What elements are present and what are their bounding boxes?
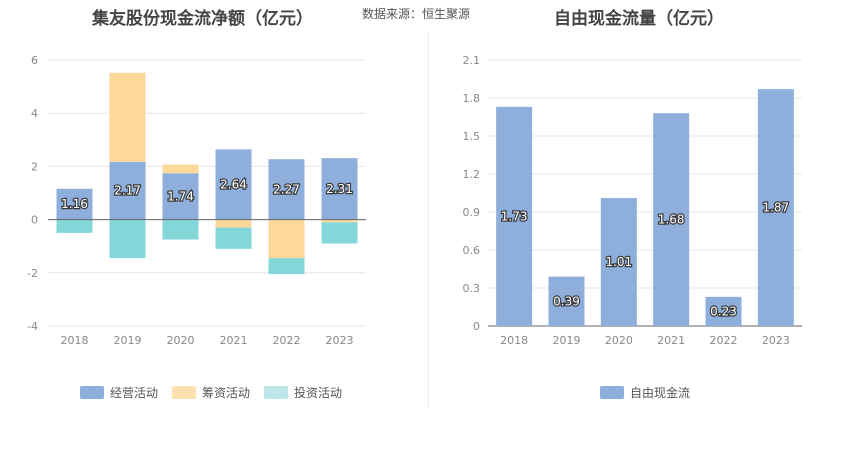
- x-tick-label: 2021: [657, 334, 685, 347]
- x-tick-label: 2020: [167, 334, 195, 347]
- data-label: 2.31: [326, 182, 353, 196]
- y-tick-label: 0: [31, 214, 38, 227]
- y-tick-label: 1.8: [463, 92, 481, 105]
- legend-label-investing: 投资活动: [294, 386, 343, 400]
- legend-item-operating[interactable]: 经营活动: [80, 384, 158, 401]
- bar-segment: [215, 227, 252, 249]
- x-tick-label: 2019: [114, 334, 142, 347]
- bar: [548, 276, 585, 326]
- legend-item-investing[interactable]: 投资活动: [264, 384, 342, 401]
- bar-segment: [162, 173, 199, 220]
- bar-segment: [268, 219, 305, 259]
- y-tick-label: 2.1: [463, 54, 481, 67]
- free-cash-flow-chart: 0 0.3 0.6 0.9 1.2 1.5 1.8 2.1 2018 1.73 2019 0.39 20…: [463, 54, 802, 347]
- bar-segment: [215, 149, 252, 220]
- data-label: 2.17: [114, 184, 141, 198]
- data-label: 1.87: [762, 201, 789, 215]
- bar: [705, 296, 742, 326]
- cash-flow-legend: 经营活动 筹资活动 投资活动: [80, 384, 342, 401]
- bar-segment: [321, 222, 358, 244]
- data-source-label: 数据来源：恒生聚源: [362, 7, 471, 21]
- y-tick-label: 1.2: [463, 168, 481, 181]
- x-tick-label: 2023: [762, 334, 790, 347]
- fcf-legend: 自由现金流: [600, 384, 690, 401]
- bar-segment: [56, 188, 93, 220]
- data-label: 1.68: [658, 213, 685, 227]
- x-tick-label: 2018: [500, 334, 528, 347]
- data-label: 2.27: [273, 182, 300, 196]
- bar-segment: [321, 158, 358, 220]
- y-tick-label: 0.3: [463, 282, 481, 295]
- data-label: 0.39: [553, 294, 580, 308]
- bar-segment: [215, 219, 252, 228]
- x-tick-label: 2020: [605, 334, 633, 347]
- bar-segment: [162, 219, 199, 240]
- legend-label-fcf: 自由现金流: [630, 386, 691, 400]
- legend-swatch-fcf: [600, 386, 624, 399]
- x-tick-label: 2021: [220, 334, 248, 347]
- legend-swatch-financing: [172, 386, 197, 399]
- x-tick-label: 2022: [273, 334, 301, 347]
- data-label: 1.74: [167, 189, 194, 203]
- bar: [496, 106, 533, 326]
- y-tick-label: 2: [31, 160, 38, 173]
- bar-segment: [109, 72, 146, 162]
- data-label: 0.23: [710, 304, 737, 318]
- x-tick-label: 2023: [326, 334, 354, 347]
- y-tick-label: -2: [27, 267, 38, 280]
- x-tick-label: 2019: [553, 334, 581, 347]
- bar-segment: [268, 159, 305, 220]
- legend-item-fcf[interactable]: 自由现金流: [600, 384, 690, 401]
- left-chart-title: 集友股份现金流净额（亿元）: [92, 9, 313, 29]
- y-tick-label: 0.9: [463, 206, 481, 219]
- bar-segment: [56, 219, 93, 233]
- cash-flow-chart: -4 -2 0 2 4 6 2018 2019 2020 2021 2022 2023 1.16 2.17…: [27, 54, 366, 347]
- bar-segment: [162, 164, 199, 174]
- legend-swatch-investing: [264, 386, 289, 399]
- y-tick-label: 6: [31, 54, 38, 67]
- data-label: 1.01: [605, 255, 632, 269]
- bar: [600, 198, 637, 326]
- y-tick-label: 0.6: [463, 244, 481, 257]
- legend-label-financing: 筹资活动: [202, 386, 251, 400]
- bar-segment: [268, 258, 305, 275]
- legend-swatch-operating: [80, 386, 104, 399]
- legend-item-financing[interactable]: 筹资活动: [172, 384, 250, 401]
- bar-segment: [109, 219, 146, 259]
- y-tick-label: 1.5: [463, 130, 481, 143]
- y-tick-label: 0: [473, 320, 480, 333]
- y-tick-label: -4: [27, 320, 38, 333]
- x-tick-label: 2022: [710, 334, 738, 347]
- legend-label-operating: 经营活动: [110, 386, 159, 400]
- chart-divider: [428, 30, 429, 408]
- bar: [653, 113, 690, 326]
- right-chart-title: 自由现金流量（亿元）: [554, 9, 724, 29]
- bar-segment: [109, 161, 146, 220]
- data-label: 2.64: [220, 177, 247, 191]
- y-tick-label: 4: [31, 107, 38, 120]
- data-label: 1.73: [501, 209, 528, 223]
- x-tick-label: 2018: [61, 334, 89, 347]
- bar: [757, 89, 794, 326]
- data-label: 1.16: [61, 197, 88, 211]
- bar-segment: [321, 219, 358, 223]
